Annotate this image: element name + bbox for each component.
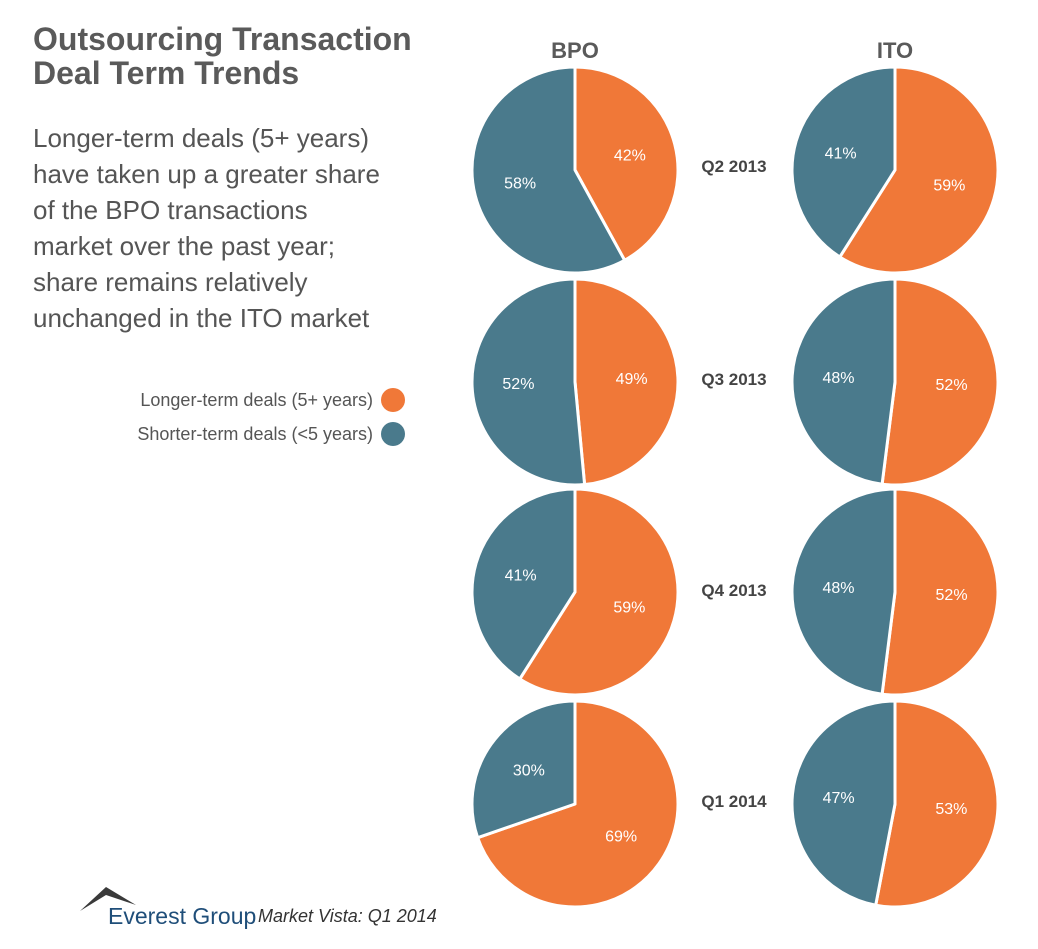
chart-subtitle: Longer-term deals (5+ years) have taken …	[33, 120, 453, 336]
pie-label-shorter-ito-q3-2013: 48%	[822, 370, 854, 387]
pie-label-shorter-ito-q4-2013: 48%	[822, 580, 854, 597]
everest-logo-icon	[80, 887, 136, 911]
pie-slice-shorter-ito-q1-2014	[790, 699, 897, 907]
pie-slice-longer-bpo-q1-2014	[476, 699, 680, 909]
legend-swatch-teal	[381, 422, 405, 446]
pie-slice-longer-ito-q2-2013	[838, 65, 1000, 275]
pie-label-longer-bpo-q4-2013: 59%	[613, 599, 645, 616]
pie-slice-longer-bpo-q3-2013	[573, 277, 680, 487]
legend-item-longer-term: Longer-term deals (5+ years)	[100, 386, 405, 420]
column-header-ito: ITO	[876, 38, 914, 63]
pie-label-shorter-ito-q2-2013: 41%	[825, 146, 857, 163]
pie-slice-shorter-ito-q2-2013	[790, 65, 897, 259]
column-header-bpo: BPO	[551, 38, 599, 63]
chart-title: Outsourcing Transaction Deal Term Trends	[33, 22, 412, 90]
pie-slice-longer-bpo-q4-2013	[518, 487, 680, 697]
period-label: Q2 2013	[701, 157, 767, 176]
subtitle-line: of the BPO transactions	[33, 195, 308, 225]
legend-item-shorter-term: Shorter-term deals (<5 years)	[100, 420, 405, 454]
legend-label: Shorter-term deals (<5 years)	[137, 424, 373, 444]
subtitle-line: unchanged in the ITO market	[33, 303, 370, 333]
pie-label-shorter-ito-q1-2014: 47%	[823, 790, 855, 807]
pie-slice-shorter-ito-q3-2013	[790, 277, 897, 486]
pie-label-shorter-bpo-q2-2013: 58%	[504, 176, 536, 193]
pie-slice-shorter-ito-q4-2013	[790, 487, 897, 696]
period-label: Q1 2014	[701, 792, 767, 811]
pie-slice-shorter-bpo-q1-2014	[470, 699, 577, 840]
pie-slice-shorter-bpo-q3-2013	[470, 277, 587, 487]
pie-label-longer-ito-q3-2013: 52%	[936, 377, 968, 394]
legend-label: Longer-term deals (5+ years)	[140, 390, 373, 410]
pie-slice-shorter-bpo-q2-2013	[470, 65, 627, 275]
brand-name: Everest Group	[108, 903, 257, 929]
footer: Everest Group Market Vista: Q1 2014	[78, 883, 498, 933]
pie-label-longer-bpo-q2-2013: 42%	[614, 147, 646, 164]
period-label: Q4 2013	[701, 581, 767, 600]
pie-slice-longer-ito-q4-2013	[880, 487, 1000, 697]
pie-slice-longer-bpo-q2-2013	[573, 65, 680, 262]
subtitle-line: share remains relatively	[33, 267, 308, 297]
pie-label-longer-bpo-q3-2013: 49%	[616, 371, 648, 388]
subtitle-line: have taken up a greater share	[33, 159, 380, 189]
pie-slice-shorter-bpo-q4-2013	[470, 487, 577, 681]
pie-label-longer-bpo-q1-2014: 69%	[605, 828, 637, 845]
title-line-1: Outsourcing Transaction	[33, 21, 412, 57]
pie-label-shorter-bpo-q4-2013: 41%	[505, 568, 537, 585]
subtitle-line: Longer-term deals (5+ years)	[33, 123, 369, 153]
legend: Longer-term deals (5+ years) Shorter-ter…	[100, 386, 405, 454]
title-line-2: Deal Term Trends	[33, 55, 300, 91]
subtitle-line: market over the past year;	[33, 231, 336, 261]
pie-label-longer-ito-q2-2013: 59%	[933, 177, 965, 194]
period-label: Q3 2013	[701, 370, 767, 389]
pie-slice-longer-ito-q3-2013	[880, 277, 1000, 487]
pie-label-longer-ito-q4-2013: 52%	[936, 587, 968, 604]
pie-label-shorter-bpo-q3-2013: 52%	[502, 376, 534, 393]
legend-swatch-orange	[381, 388, 405, 412]
pie-label-longer-ito-q1-2014: 53%	[935, 801, 967, 818]
pie-label-shorter-bpo-q1-2014: 30%	[513, 763, 545, 780]
pie-slice-longer-ito-q1-2014	[874, 699, 1000, 909]
source-note: Market Vista: Q1 2014	[258, 906, 437, 926]
